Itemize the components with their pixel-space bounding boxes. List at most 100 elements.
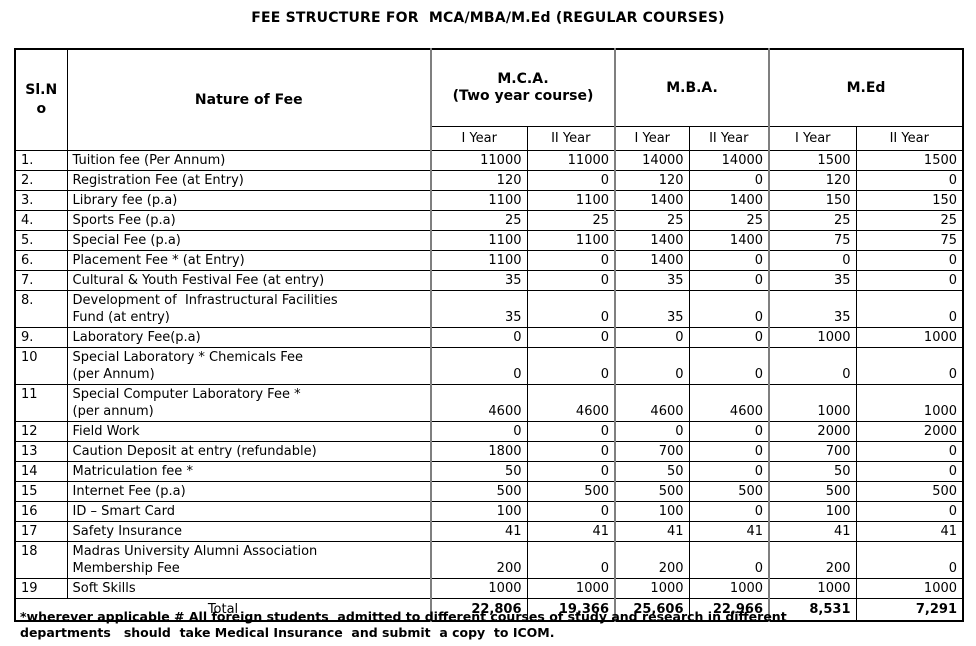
table-row: 15 Internet Fee (p.a) 500 500 500 500 500 500 xyxy=(14,481,964,502)
sl-no-cell: 13 xyxy=(14,441,68,462)
total-value-cell: 8,531 xyxy=(768,598,857,621)
med-year1-header: I Year xyxy=(768,126,857,151)
sl-no-cell: 19 xyxy=(14,578,68,599)
sl-no-cell: 14 xyxy=(14,461,68,482)
fee-value-cell: 2000 xyxy=(768,421,857,442)
fee-value-cell: 100 xyxy=(768,501,857,522)
sl-no-cell: 3. xyxy=(14,190,68,211)
fee-name-cell: Placement Fee * (at Entry) xyxy=(66,250,432,271)
fee-name-cell: Tuition fee (Per Annum) xyxy=(66,150,432,171)
fee-value-cell: 0 xyxy=(526,250,616,271)
fee-value-cell: 0 xyxy=(688,441,770,462)
fee-value-cell: 0 xyxy=(430,347,528,385)
fee-value-cell: 0 xyxy=(526,270,616,291)
sl-no-cell: 2. xyxy=(14,170,68,191)
sl-no-header: Sl.No xyxy=(14,48,68,151)
fee-value-cell: 41 xyxy=(855,521,964,542)
fee-value-cell: 50 xyxy=(614,461,690,482)
fee-value-cell: 1000 xyxy=(855,578,964,599)
fee-value-cell: 50 xyxy=(430,461,528,482)
fee-value-cell: 1000 xyxy=(614,578,690,599)
fee-value-cell: 0 xyxy=(688,461,770,482)
fee-name-cell: Field Work xyxy=(66,421,432,442)
table-row: 9. Laboratory Fee(p.a) 0 0 0 0 1000 1000 xyxy=(14,327,964,348)
fee-value-cell: 0 xyxy=(688,501,770,522)
fee-value-cell: 0 xyxy=(526,461,616,482)
nature-of-fee-header: Nature of Fee xyxy=(66,48,432,151)
fee-value-cell: 1400 xyxy=(614,190,690,211)
year-header-row: I Year II Year I Year II Year I Year II … xyxy=(15,126,964,151)
fee-value-cell: 0 xyxy=(855,290,964,328)
total-row: Total 22,806 19,366 25,606 22,966 8,531 … xyxy=(14,598,964,621)
fee-value-cell: 150 xyxy=(768,190,857,211)
mca-group-label: M.C.A. xyxy=(497,71,549,87)
fee-value-cell: 75 xyxy=(768,230,857,251)
fee-value-cell: 1000 xyxy=(855,327,964,348)
group-header-row: Sl.No Nature of Fee M.C.A. (Two year cou… xyxy=(14,48,964,151)
fee-name-cell: Library fee (p.a) xyxy=(66,190,432,211)
fee-value-cell: 0 xyxy=(688,270,770,291)
table-row: 11 Special Computer Laboratory Fee * (per… xyxy=(14,384,964,422)
table-row: 16 ID – Smart Card 100 0 100 0 100 0 xyxy=(14,501,964,522)
fee-value-cell: 0 xyxy=(688,421,770,442)
table-row: 18 Madras University Alumni Association M… xyxy=(14,541,964,579)
table-row: 10 Special Laboratory * Chemicals Fee (pe… xyxy=(14,347,964,385)
sl-no-cell: 11 xyxy=(14,384,68,422)
fee-value-cell: 1000 xyxy=(526,578,616,599)
fee-value-cell: 14000 xyxy=(614,150,690,171)
sl-no-cell: 7. xyxy=(14,270,68,291)
fee-value-cell: 35 xyxy=(430,270,528,291)
total-label: Total xyxy=(14,598,432,621)
fee-value-cell: 500 xyxy=(614,481,690,502)
mca-group-sublabel: (Two year course) xyxy=(452,88,594,104)
fee-value-cell: 1500 xyxy=(768,150,857,171)
fee-value-cell: 25 xyxy=(526,210,616,231)
fee-value-cell: 4600 xyxy=(430,384,528,422)
fee-name-cell: Cultural & Youth Festival Fee (at entry) xyxy=(66,270,432,291)
fee-value-cell: 25 xyxy=(430,210,528,231)
page-title: FEE STRUCTURE FOR MCA/MBA/M.Ed (REGULAR … xyxy=(251,10,725,26)
fee-name-cell: Internet Fee (p.a) xyxy=(66,481,432,502)
sl-no-cell: 12 xyxy=(14,421,68,442)
fee-value-cell: 0 xyxy=(855,441,964,462)
total-value-cell: 7,291 xyxy=(855,598,964,621)
fee-name-cell: Development of Infrastructural Facilitie… xyxy=(66,290,432,328)
fee-value-cell: 500 xyxy=(430,481,528,502)
fee-value-cell: 0 xyxy=(614,421,690,442)
fee-value-cell: 200 xyxy=(614,541,690,579)
mba-group-header: M.B.A. xyxy=(614,48,770,127)
table-row: 6. Placement Fee * (at Entry) 1100 0 1400 0 0 0 xyxy=(14,250,964,271)
sl-no-cell: 16 xyxy=(14,501,68,522)
fee-value-cell: 0 xyxy=(855,501,964,522)
fee-value-cell: 120 xyxy=(430,170,528,191)
table-footer: Total 22,806 19,366 25,606 22,966 8,531 … xyxy=(14,598,964,621)
fee-value-cell: 0 xyxy=(855,170,964,191)
table-row: 4. Sports Fee (p.a) 25 25 25 25 25 25 xyxy=(14,210,964,231)
fee-value-cell: 2000 xyxy=(855,421,964,442)
mba-group-label: M.B.A. xyxy=(666,79,718,96)
total-value-cell: 22,966 xyxy=(688,598,770,621)
fee-value-cell: 41 xyxy=(768,521,857,542)
fee-value-cell: 1000 xyxy=(430,578,528,599)
med-year2-header: II Year xyxy=(855,126,964,151)
fee-value-cell: 700 xyxy=(768,441,857,462)
fee-value-cell: 1800 xyxy=(430,441,528,462)
mca-year2-header: II Year xyxy=(526,126,616,151)
fee-value-cell: 25 xyxy=(614,210,690,231)
fee-value-cell: 0 xyxy=(855,347,964,385)
sl-no-cell: 9. xyxy=(14,327,68,348)
fee-value-cell: 500 xyxy=(855,481,964,502)
fee-value-cell: 41 xyxy=(688,521,770,542)
fee-structure-table: Sl.No Nature of Fee M.C.A. (Two year cou… xyxy=(14,48,965,622)
fee-value-cell: 1100 xyxy=(526,190,616,211)
med-group-header: M.Ed xyxy=(768,48,964,127)
fee-value-cell: 0 xyxy=(614,347,690,385)
fee-value-cell: 0 xyxy=(688,250,770,271)
fee-value-cell: 75 xyxy=(855,230,964,251)
fee-value-cell: 35 xyxy=(614,290,690,328)
fee-value-cell: 0 xyxy=(855,461,964,482)
mca-group-header: M.C.A. (Two year course) xyxy=(429,48,616,127)
sl-no-cell: 1. xyxy=(14,150,68,171)
fee-value-cell: 0 xyxy=(526,501,616,522)
fee-value-cell: 700 xyxy=(614,441,690,462)
